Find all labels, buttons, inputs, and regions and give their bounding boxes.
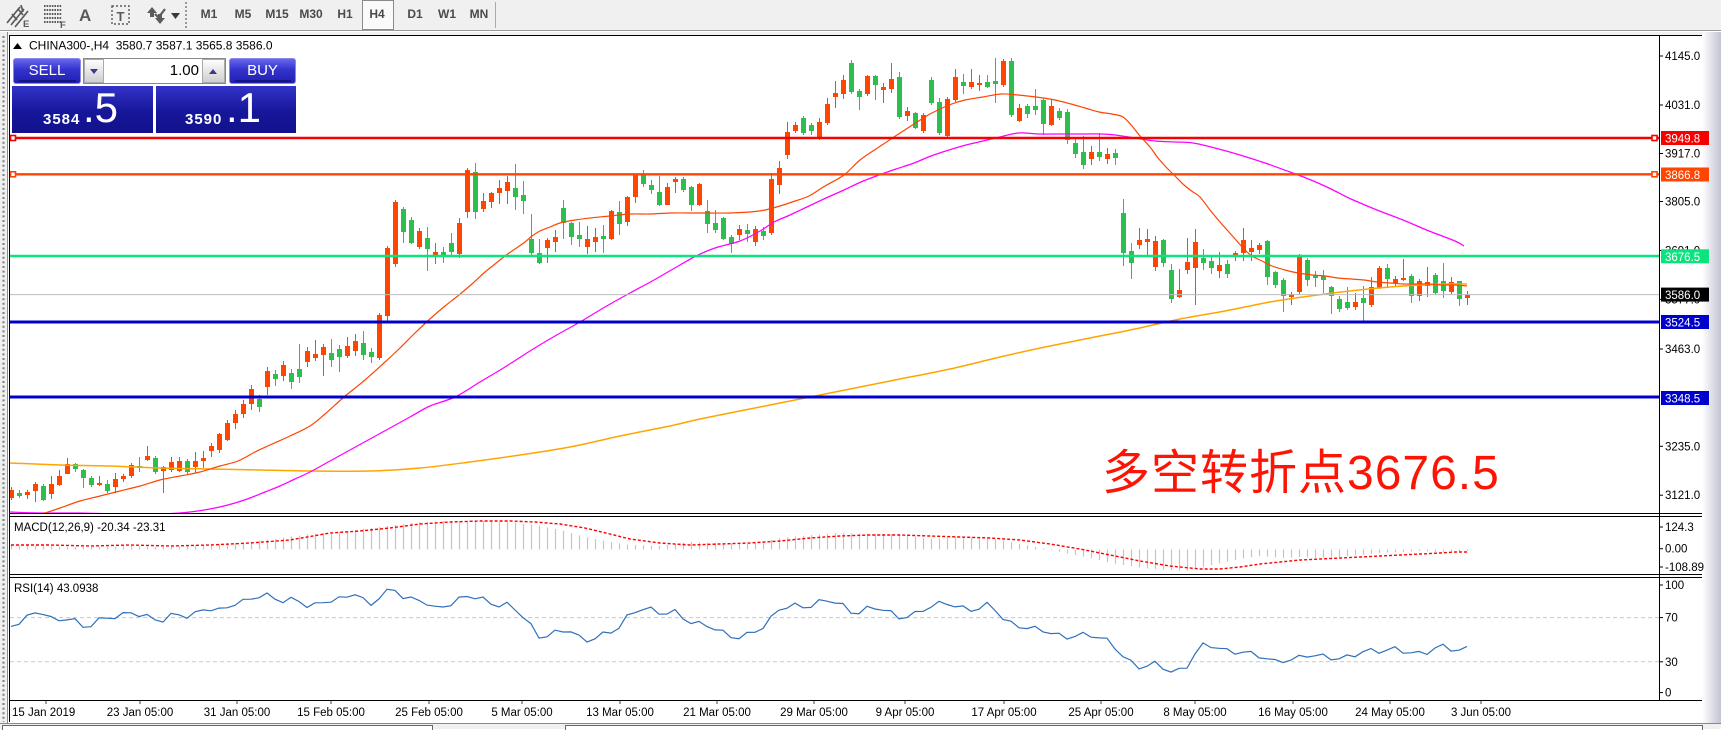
svg-text:CHINA300-,H4 3580.7 3587.1 35: CHINA300-,H4 3580.7 3587.1 3565.8 3586.0 [29, 39, 273, 53]
svg-text:8 May 05:00: 8 May 05:00 [1163, 707, 1226, 719]
svg-text:0: 0 [1665, 688, 1671, 700]
svg-text:15 Jan 2019: 15 Jan 2019 [12, 707, 75, 719]
svg-text:3121.0: 3121.0 [1665, 490, 1700, 502]
svg-text:31 Jan 05:00: 31 Jan 05:00 [204, 707, 271, 719]
svg-text:F: F [60, 20, 66, 31]
svg-text:3949.8: 3949.8 [1665, 134, 1700, 146]
svg-text:24 May 05:00: 24 May 05:00 [1355, 707, 1425, 719]
svg-text:23 Jan 05:00: 23 Jan 05:00 [107, 707, 174, 719]
svg-text:E: E [23, 19, 29, 30]
svg-text:29 Mar 05:00: 29 Mar 05:00 [780, 707, 848, 719]
svg-text:16 May 05:00: 16 May 05:00 [1258, 707, 1328, 719]
svg-text:3805.0: 3805.0 [1665, 197, 1700, 209]
svg-text:4031.0: 4031.0 [1665, 100, 1700, 112]
svg-text:30: 30 [1665, 657, 1678, 669]
svg-text:3235.0: 3235.0 [1665, 441, 1700, 453]
svg-text:21 Mar 05:00: 21 Mar 05:00 [683, 707, 751, 719]
svg-text:3463.0: 3463.0 [1665, 344, 1700, 356]
svg-text:13 Mar 05:00: 13 Mar 05:00 [586, 707, 654, 719]
svg-text:25 Feb 05:00: 25 Feb 05:00 [395, 707, 463, 719]
svg-text:3866.8: 3866.8 [1665, 170, 1700, 182]
svg-text:3586.0: 3586.0 [1665, 290, 1700, 302]
svg-text:9 Apr 05:00: 9 Apr 05:00 [876, 707, 935, 719]
svg-text:17 Apr 05:00: 17 Apr 05:00 [971, 707, 1036, 719]
svg-text:MACD(12,26,9) -20.34 -23.31: MACD(12,26,9) -20.34 -23.31 [14, 522, 166, 534]
svg-text:3 Jun 05:00: 3 Jun 05:00 [1451, 707, 1511, 719]
svg-text:0.00: 0.00 [1665, 544, 1687, 556]
svg-text:T: T [117, 9, 125, 24]
svg-text:RSI(14) 43.0938: RSI(14) 43.0938 [14, 583, 98, 595]
svg-text:15 Feb 05:00: 15 Feb 05:00 [297, 707, 365, 719]
svg-text:5 Mar 05:00: 5 Mar 05:00 [491, 707, 552, 719]
svg-text:3917.0: 3917.0 [1665, 149, 1700, 161]
svg-text:3676.5: 3676.5 [1665, 252, 1700, 264]
svg-text:100: 100 [1665, 580, 1684, 592]
svg-text:25 Apr 05:00: 25 Apr 05:00 [1068, 707, 1133, 719]
svg-text:4145.0: 4145.0 [1665, 51, 1700, 63]
svg-text:3524.5: 3524.5 [1665, 318, 1700, 330]
svg-text:70: 70 [1665, 613, 1678, 625]
svg-text:-108.89: -108.89 [1665, 562, 1704, 574]
svg-text:3348.5: 3348.5 [1665, 394, 1700, 406]
svg-text:124.3: 124.3 [1665, 522, 1694, 534]
